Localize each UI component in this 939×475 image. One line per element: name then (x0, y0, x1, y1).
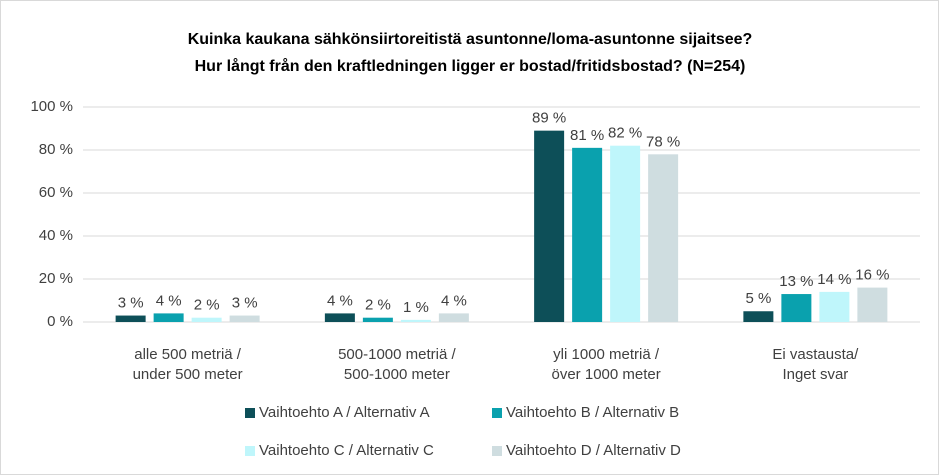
data-label: 5 % (745, 290, 771, 307)
x-tick-label: Inget svar (782, 366, 848, 383)
bar (115, 315, 146, 322)
data-label: 4 % (156, 292, 182, 309)
data-label: 14 % (817, 271, 851, 288)
y-tick-label: 100 % (30, 98, 73, 115)
y-tick-label: 40 % (39, 227, 73, 244)
y-tick-label: 80 % (39, 141, 73, 158)
data-label: 4 % (327, 292, 353, 309)
legend-swatch (492, 408, 502, 418)
x-tick-label: över 1000 meter (552, 366, 661, 383)
data-label: 81 % (570, 127, 604, 144)
x-tick-label: Ei vastausta/ (772, 346, 859, 363)
chart-title: Kuinka kaukana sähkönsiirtoreitistä asun… (188, 31, 753, 48)
chart-title: Hur långt från den kraftledningen ligger… (195, 57, 746, 75)
bar (743, 311, 774, 322)
legend-label: Vaihtoehto C / Alternativ C (259, 442, 434, 459)
legend-label: Vaihtoehto B / Alternativ B (506, 404, 679, 421)
bar (572, 147, 603, 322)
bar (191, 317, 222, 322)
bar (438, 313, 469, 322)
bar (362, 317, 393, 322)
data-label: 2 % (365, 297, 391, 314)
y-tick-label: 60 % (39, 184, 73, 201)
bar (229, 315, 260, 322)
data-label: 2 % (194, 297, 220, 314)
data-label: 82 % (608, 125, 642, 142)
x-tick-label: yli 1000 metriä / (553, 346, 660, 363)
bar (400, 319, 431, 322)
y-tick-label: 20 % (39, 270, 73, 287)
x-tick-label: 500-1000 meter (344, 366, 450, 383)
bar (324, 313, 355, 322)
x-tick-label: under 500 meter (133, 366, 243, 383)
x-tick-label: alle 500 metriä / (134, 346, 242, 363)
x-tick-label: 500-1000 metriä / (338, 346, 456, 363)
data-label: 3 % (118, 295, 144, 312)
data-label: 78 % (646, 133, 680, 150)
legend-label: Vaihtoehto A / Alternativ A (259, 404, 430, 421)
bar (648, 154, 679, 322)
data-label: 13 % (779, 273, 813, 290)
legend-swatch (245, 408, 255, 418)
data-label: 4 % (441, 292, 467, 309)
bar (781, 294, 812, 322)
bar (153, 313, 184, 322)
y-tick-label: 0 % (47, 313, 73, 330)
data-label: 3 % (232, 295, 258, 312)
bar (857, 287, 888, 322)
data-label: 1 % (403, 299, 429, 316)
data-label: 89 % (532, 110, 566, 127)
legend-label: Vaihtoehto D / Alternativ D (506, 442, 681, 459)
legend-swatch (492, 446, 502, 456)
bar (819, 291, 850, 322)
bar (610, 145, 641, 322)
bar (534, 130, 565, 322)
legend-swatch (245, 446, 255, 456)
data-label: 16 % (855, 267, 889, 284)
